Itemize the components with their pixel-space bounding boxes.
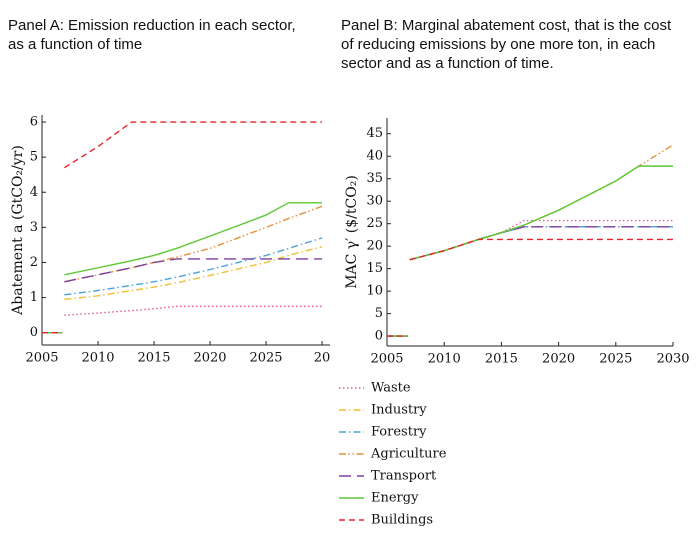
y-tick-label: 15 <box>366 261 383 276</box>
y-axis-label: MAC γ′ ($/tCO₂) <box>344 175 360 289</box>
title-line: of reducing emissions by one more ton, i… <box>341 36 655 53</box>
series-line <box>42 205 323 334</box>
legend-label: Transport <box>371 469 437 484</box>
y-tick-label: 30 <box>366 194 383 209</box>
x-tick-label: 2015 <box>485 352 518 367</box>
series-line <box>42 121 322 334</box>
series-line <box>387 226 673 337</box>
y-tick-label: 6 <box>30 115 38 130</box>
x-tick-label: 2005 <box>370 352 403 367</box>
series-line <box>387 238 673 337</box>
y-tick-label: 0 <box>30 325 38 340</box>
y-tick-label: 25 <box>366 216 383 231</box>
x-tick-label: 2020 <box>542 352 575 367</box>
y-tick-label: 5 <box>30 150 38 165</box>
title-line: Panel B: Marginal abatement cost, that i… <box>341 17 672 34</box>
x-tick-label: 2015 <box>137 351 170 366</box>
panel-title: Panel B: Marginal abatement cost, that i… <box>341 17 672 72</box>
x-tick-label: 2025 <box>249 351 282 366</box>
legend-label: Forestry <box>371 425 427 440</box>
x-tick-label: 2010 <box>81 351 114 366</box>
y-tick-label: 20 <box>366 239 383 254</box>
y-tick-label: 45 <box>366 126 383 141</box>
y-tick-label: 1 <box>30 290 38 305</box>
series-line <box>42 305 322 334</box>
legend-label: Buildings <box>371 513 433 528</box>
y-tick-label: 40 <box>366 149 383 164</box>
y-tick-label: 5 <box>375 306 383 321</box>
x-tick-label: 20 <box>314 351 331 366</box>
y-tick-label: 35 <box>366 171 383 186</box>
series-line <box>387 226 673 337</box>
legend-label: Industry <box>371 403 427 418</box>
y-tick-label: 0 <box>375 329 383 344</box>
x-tick-label: 2005 <box>25 351 58 366</box>
panel-title: Panel A: Emission reduction in each sect… <box>8 17 296 53</box>
title-line: sector and as a function of time. <box>341 55 554 72</box>
series-line <box>387 226 673 337</box>
x-tick-label: 2025 <box>599 352 632 367</box>
legend-label: Energy <box>371 491 419 506</box>
legend-label: Waste <box>371 381 411 396</box>
title-line: as a function of time <box>8 36 142 53</box>
title-line: Panel A: Emission reduction in each sect… <box>8 17 296 34</box>
series-line <box>387 165 673 337</box>
x-tick-label: 2010 <box>428 352 461 367</box>
series-line <box>42 237 323 334</box>
series-line <box>387 219 673 337</box>
y-tick-label: 3 <box>30 220 38 235</box>
legend-label: Agriculture <box>370 447 447 462</box>
y-tick-label: 10 <box>366 284 383 299</box>
x-tick-label: 2030 <box>656 352 689 367</box>
y-tick-label: 4 <box>30 185 38 200</box>
y-axis-label: Abatement a (GtCO₂/yr) <box>10 145 26 316</box>
series-line <box>387 144 674 337</box>
y-tick-label: 2 <box>30 255 38 270</box>
x-tick-label: 2020 <box>193 351 226 366</box>
